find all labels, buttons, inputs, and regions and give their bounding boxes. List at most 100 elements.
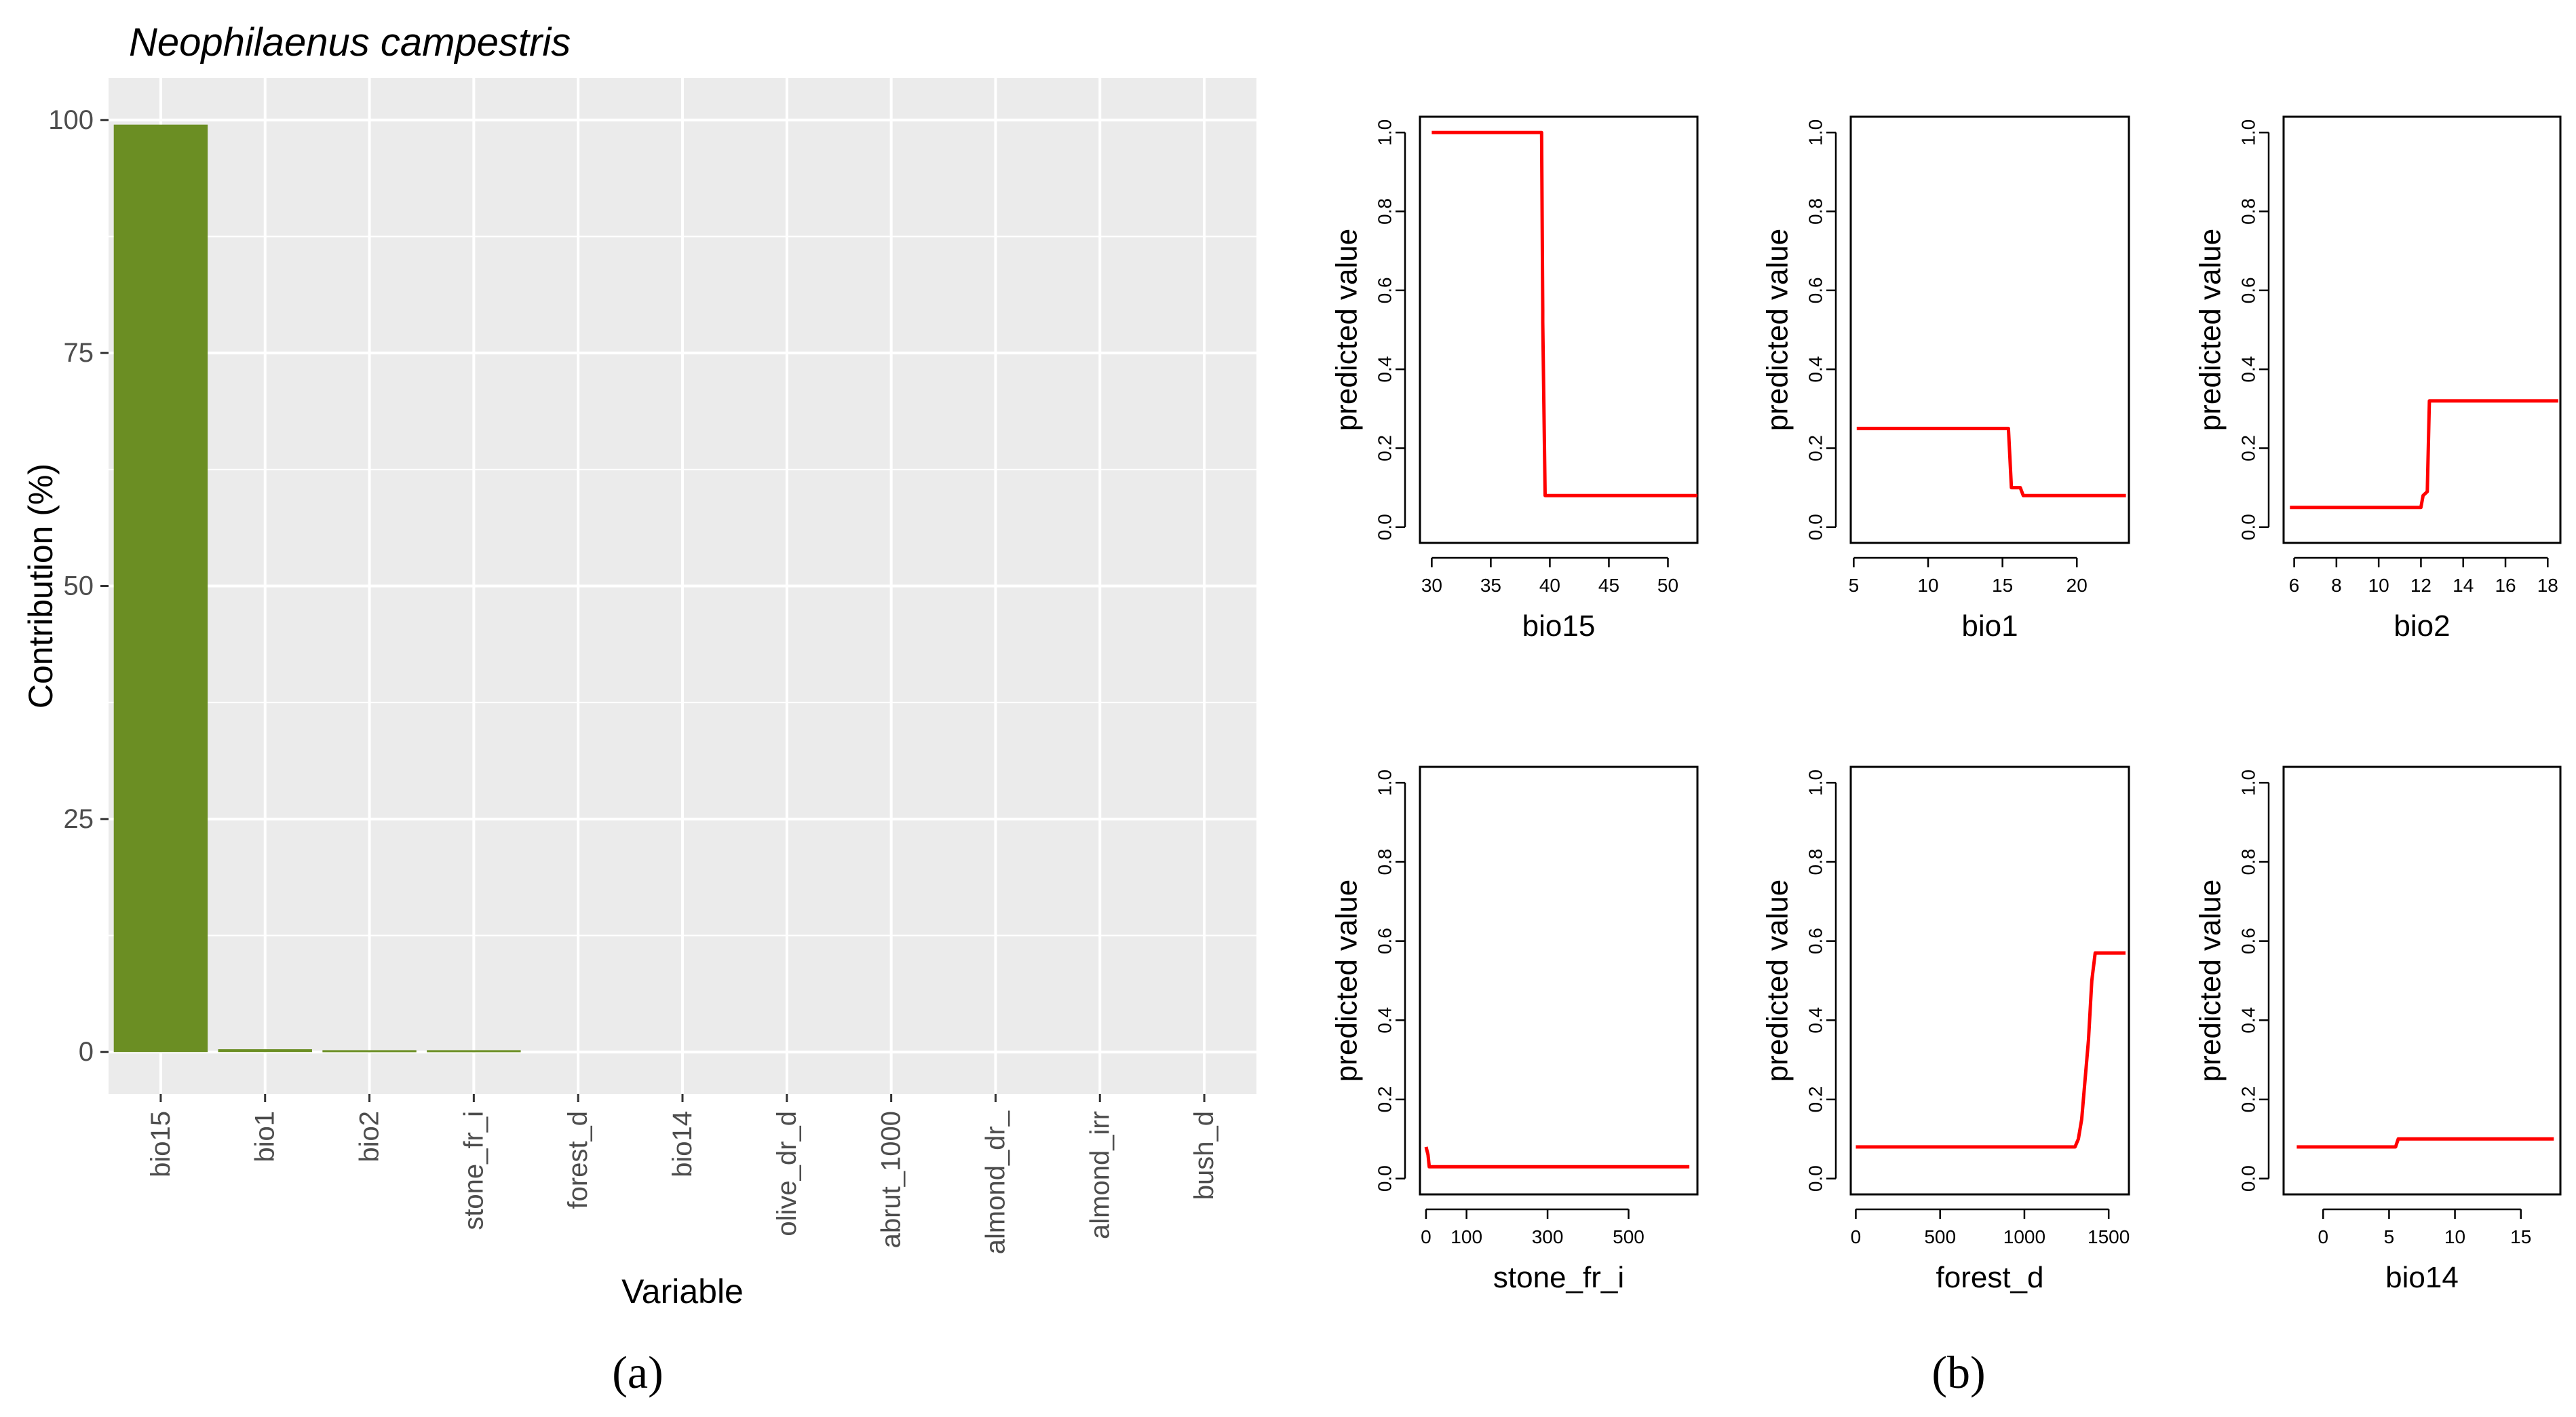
x-axis-title: bio1: [1961, 609, 2018, 643]
x-tick-label: 40: [1539, 575, 1560, 596]
x-axis-title: forest_d: [1936, 1261, 2044, 1294]
plot-frame-forest_d: [1849, 766, 2130, 1196]
x-tick-label: 500: [1924, 1226, 1956, 1247]
x-tick-label: 15: [1992, 575, 2013, 596]
x-tick-label: 5: [2384, 1226, 2395, 1247]
x-tick-label: bio1: [250, 1111, 280, 1163]
x-tick-label: bio2: [355, 1111, 385, 1163]
x-tick-label: 6: [2289, 575, 2300, 596]
y-axis-title: predicted value: [1761, 229, 1794, 431]
y-tick-label: 100: [48, 105, 94, 135]
x-tick-label: 1500: [2088, 1226, 2130, 1247]
plot-frame-stone_fr_i: [1419, 766, 1699, 1196]
y-tick-label: 0.8: [2238, 198, 2259, 225]
y-tick-label: 1.0: [2238, 770, 2259, 796]
x-tick-label: 14: [2453, 575, 2474, 596]
response-curve-bio1: [1856, 426, 2126, 497]
panel-a-label: (a): [612, 1346, 663, 1398]
y-axis-title: predicted value: [1330, 229, 1364, 431]
y-tick-label: 0.6: [2238, 928, 2259, 954]
bar-bio2: [322, 1050, 417, 1053]
x-tick-label: bio15: [146, 1111, 176, 1177]
x-tick-label: 35: [1480, 575, 1501, 596]
response-curve-bio14: [2296, 1137, 2554, 1149]
y-tick-label: 0.6: [1805, 928, 1826, 954]
y-tick-label: 0.4: [1805, 356, 1826, 383]
x-tick-label: 5: [1849, 575, 1860, 596]
y-tick-label: 0.6: [1374, 928, 1396, 954]
x-tick-label: forest_d: [563, 1111, 593, 1209]
response-curve-stone_fr_i: [1424, 1146, 1690, 1169]
panel-b-label: (b): [1931, 1346, 1985, 1398]
y-tick-label: 1.0: [1805, 119, 1826, 146]
x-tick-label: 12: [2410, 575, 2431, 596]
x-axis-title: stone_fr_i: [1493, 1261, 1624, 1294]
x-tick-label: almond_dr_: [980, 1110, 1010, 1254]
x-tick-label: 0: [1421, 1226, 1431, 1247]
x-tick-label: 45: [1598, 575, 1619, 596]
x-tick-label: 20: [2066, 575, 2088, 596]
x-axis-title: bio14: [2385, 1261, 2459, 1294]
x-tick-label: 10: [2444, 1226, 2465, 1247]
y-axis-title: predicted value: [2194, 880, 2227, 1082]
y-tick-label: 0.4: [2238, 356, 2259, 383]
x-tick-label: 8: [2331, 575, 2342, 596]
y-tick-label: 50: [64, 571, 94, 601]
x-tick-label: 15: [2510, 1226, 2531, 1247]
y-tick-label: 0.6: [1374, 277, 1396, 303]
y-tick-label: 0: [79, 1037, 94, 1067]
x-tick-label: 30: [1421, 575, 1442, 596]
y-tick-label: 1.0: [2238, 119, 2259, 146]
x-axis-title: bio2: [2394, 609, 2450, 643]
y-tick-label: 1.0: [1374, 770, 1396, 796]
y-tick-label: 75: [64, 338, 94, 368]
x-tick-label: 1000: [2003, 1226, 2045, 1247]
response-curve-bio2: [2290, 399, 2558, 510]
x-axis-title: bio15: [1522, 609, 1596, 643]
y-tick-label: 0.6: [2238, 277, 2259, 303]
y-axis-title: predicted value: [1330, 880, 1364, 1082]
y-tick-label: 1.0: [1374, 119, 1396, 146]
y-tick-label: 0.2: [1805, 1087, 1826, 1113]
x-tick-label: 50: [1657, 575, 1678, 596]
y-tick-label: 0.4: [2238, 1007, 2259, 1034]
x-tick-label: 0: [2318, 1226, 2328, 1247]
y-tick-label: 0.0: [2238, 514, 2259, 540]
y-tick-label: 0.4: [1805, 1007, 1826, 1034]
y-axis-title: predicted value: [2194, 229, 2227, 431]
x-tick-label: bio14: [668, 1111, 697, 1177]
plot-frame-bio14: [2282, 766, 2562, 1196]
plot-frame-bio2: [2282, 115, 2562, 544]
bar-stone_fr_i: [427, 1050, 521, 1053]
x-tick-label: 18: [2537, 575, 2558, 596]
bar-bio1: [218, 1049, 312, 1053]
x-tick-label: 10: [1917, 575, 1938, 596]
x-tick-label: 100: [1450, 1226, 1482, 1247]
y-tick-label: 0.2: [1805, 435, 1826, 461]
y-tick-label: 0.8: [2238, 849, 2259, 875]
x-tick-label: 300: [1532, 1226, 1564, 1247]
x-tick-label: stone_fr_i: [459, 1111, 488, 1230]
y-tick-label: 0.2: [1374, 1087, 1396, 1113]
x-axis-title: Variable: [621, 1272, 744, 1310]
x-tick-label: bush_d: [1189, 1111, 1219, 1200]
x-tick-label: olive_dr_d: [772, 1111, 802, 1236]
y-tick-label: 0.0: [1374, 1165, 1396, 1192]
y-tick-label: 0.6: [1805, 277, 1826, 303]
y-tick-label: 0.8: [1374, 198, 1396, 225]
response-curve-forest_d: [1856, 951, 2126, 1149]
plot-frame-bio15: [1419, 115, 1699, 544]
y-tick-label: 0.4: [1374, 356, 1396, 383]
y-tick-label: 0.8: [1805, 849, 1826, 875]
y-tick-label: 1.0: [1805, 770, 1826, 796]
x-tick-label: 10: [2368, 575, 2389, 596]
y-tick-label: 0.8: [1805, 198, 1826, 225]
y-tick-label: 25: [64, 804, 94, 834]
y-axis-title: predicted value: [1761, 880, 1794, 1082]
y-tick-label: 0.2: [1374, 435, 1396, 461]
x-tick-label: 500: [1613, 1226, 1645, 1247]
y-tick-label: 0.2: [2238, 435, 2259, 461]
y-tick-label: 0.8: [1374, 849, 1396, 875]
y-tick-label: 0.2: [2238, 1087, 2259, 1113]
response-curve-bio15: [1431, 130, 1697, 497]
